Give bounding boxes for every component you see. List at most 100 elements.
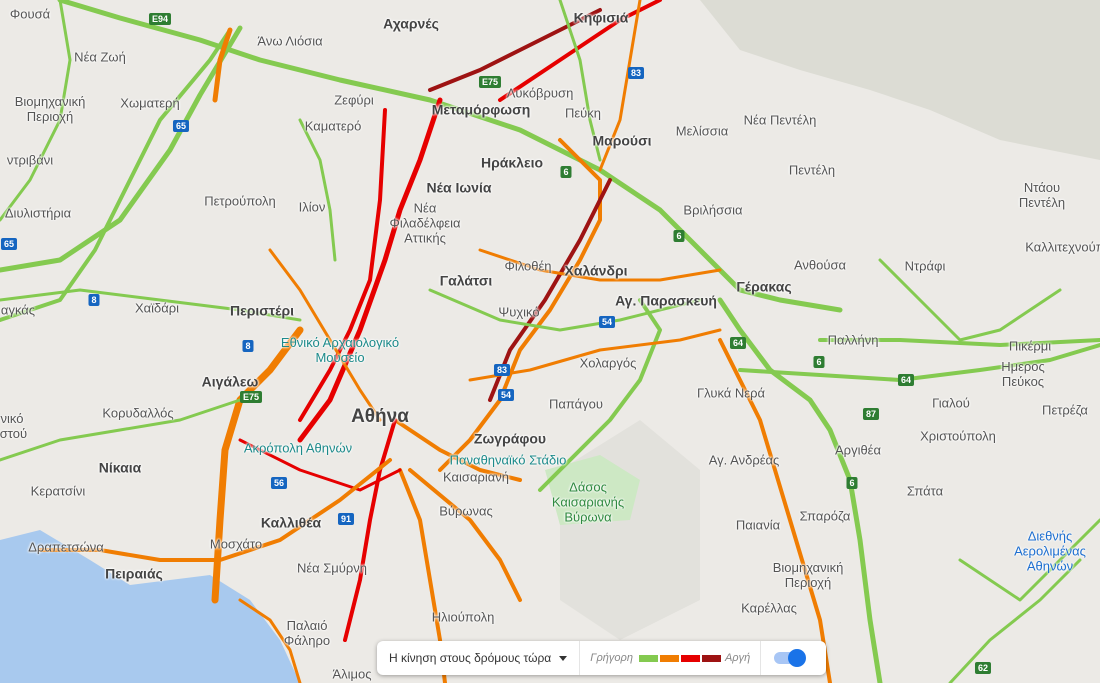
- place-label[interactable]: Άνω Λιόσια: [257, 33, 323, 49]
- place-label[interactable]: Χολαργός: [579, 355, 637, 371]
- place-label[interactable]: Ζεφύρι: [334, 92, 374, 108]
- place-label[interactable]: Κηφισιά: [573, 9, 629, 26]
- place-label[interactable]: Περιστέρι: [230, 302, 294, 319]
- caret-down-icon: [559, 655, 568, 661]
- place-label[interactable]: Μελίσσια: [675, 123, 729, 139]
- road-segment: [0, 0, 72, 222]
- place-label[interactable]: Χριστούπολη: [920, 428, 996, 444]
- place-label[interactable]: Καλλιτεχνούπ: [1025, 239, 1100, 255]
- traffic-toggle[interactable]: [774, 649, 807, 667]
- place-label[interactable]: Παιανία: [735, 517, 781, 533]
- place-label[interactable]: νικόιστού: [0, 411, 28, 441]
- place-label[interactable]: Πετρούπολη: [204, 193, 276, 209]
- place-label[interactable]: Ηράκλειο: [480, 154, 544, 171]
- place-label[interactable]: Αιγάλεω: [201, 373, 259, 390]
- road-segment: [212, 27, 233, 103]
- road-shield: E75: [478, 76, 502, 88]
- place-label[interactable]: Πικέρμι: [1008, 338, 1052, 354]
- place-label[interactable]: Γέρακας: [736, 278, 792, 295]
- place-label[interactable]: Βριλήσσια: [683, 202, 743, 218]
- place-label[interactable]: Ημερος Πεύκος: [1001, 359, 1045, 389]
- place-label[interactable]: Ντάου Πεντέλη: [1018, 180, 1066, 210]
- place-label[interactable]: Γλυκά Νερά: [696, 385, 766, 401]
- place-label[interactable]: Πειραιάς: [105, 565, 163, 582]
- road-segment: [0, 28, 232, 322]
- place-label[interactable]: Χαλάνδρι: [564, 262, 628, 279]
- place-label[interactable]: Δάσος Καισαριανής Βύρωνα: [551, 479, 625, 525]
- road-shield: 64: [897, 374, 915, 386]
- place-label[interactable]: Αχαρνές: [383, 15, 439, 32]
- place-label[interactable]: Βιομηχανική Περιοχή: [772, 560, 844, 590]
- road-shield: 6: [813, 356, 825, 368]
- place-label[interactable]: Ιλίον: [298, 199, 326, 215]
- place-label[interactable]: Μαρούσι: [592, 132, 652, 149]
- place-label[interactable]: Μεταμόρφωση: [431, 101, 531, 118]
- place-label[interactable]: Σπαρόζα: [799, 508, 851, 524]
- place-label[interactable]: Βύρωνας: [439, 503, 493, 519]
- road-segment: [958, 518, 1100, 602]
- place-label[interactable]: Αργιθέα: [835, 442, 881, 458]
- place-label[interactable]: Ανθούσα: [793, 257, 847, 273]
- place-label[interactable]: Χαϊδάρι: [134, 300, 180, 316]
- place-label[interactable]: Γιαλού: [932, 395, 970, 411]
- road-segment: [408, 468, 522, 602]
- place-label[interactable]: Ηλιούπολη: [431, 609, 495, 625]
- place-label[interactable]: Νέα Σμύρνη: [296, 560, 368, 576]
- place-label[interactable]: Καλλιθέα: [260, 514, 322, 531]
- place-label[interactable]: αγκάς: [0, 302, 36, 318]
- road-shield: 8: [242, 340, 254, 352]
- road-segment: [717, 297, 883, 683]
- place-label[interactable]: Καισαριανή: [443, 469, 509, 485]
- road-segment: [0, 25, 243, 273]
- road-segment: [298, 108, 387, 422]
- place-label[interactable]: Φιλοθέη: [504, 258, 552, 274]
- place-label[interactable]: Αθήνα: [351, 406, 409, 427]
- place-label[interactable]: Πεύκη: [564, 105, 602, 121]
- traffic-mode-dropdown[interactable]: Η κίνηση στους δρόμους τώρα: [377, 641, 581, 675]
- place-label[interactable]: Μοσχάτο: [209, 536, 263, 552]
- place-label[interactable]: Καματερό: [304, 118, 362, 134]
- road-shield: E94: [148, 13, 172, 25]
- place-label[interactable]: Ψυχικό: [498, 304, 540, 320]
- place-label[interactable]: Παναθηναϊκό Στάδιο: [449, 452, 567, 468]
- road-shield: 54: [497, 389, 515, 401]
- place-label[interactable]: Νέα Ζωή: [74, 49, 126, 65]
- place-label[interactable]: Διεθνής Αερολιμένας Αθηνών: [1014, 528, 1086, 574]
- swatch-fast: [638, 654, 658, 662]
- place-label[interactable]: Χωματερή: [120, 95, 180, 111]
- place-label[interactable]: Ακρόπολη Αθηνών: [243, 440, 353, 456]
- place-label[interactable]: Κορυδαλλός: [102, 405, 174, 421]
- place-label[interactable]: Βιομηχανική Περιοχή: [14, 94, 86, 124]
- road-shield: 6: [673, 230, 685, 242]
- place-label[interactable]: Νίκαια: [98, 459, 142, 476]
- place-label[interactable]: Παπάγου: [548, 396, 604, 412]
- road-segment: [298, 118, 337, 262]
- sea: [0, 530, 300, 683]
- place-label[interactable]: Αγ. Παρασκευή: [615, 292, 717, 309]
- place-label[interactable]: Καρέλλας: [741, 600, 797, 616]
- place-label[interactable]: Διυλιστήρια: [4, 205, 72, 221]
- road-segment: [238, 598, 302, 683]
- place-label[interactable]: ντριβάνι: [6, 152, 54, 168]
- place-label[interactable]: Παλαιό Φάληρο: [283, 618, 331, 648]
- place-label[interactable]: Φουσά: [9, 6, 51, 22]
- place-label[interactable]: Ζωγράφου: [473, 430, 547, 447]
- place-label[interactable]: Πεντέλη: [788, 162, 836, 178]
- place-label[interactable]: Παλλήνη: [827, 332, 879, 348]
- place-label[interactable]: Γαλάτσι: [439, 272, 493, 289]
- place-label[interactable]: Νέα Ιωνία: [426, 179, 492, 196]
- place-label[interactable]: Κερατσίνι: [30, 483, 86, 499]
- place-label[interactable]: Εθνικό Αρχαιολογικό Μουσείο: [280, 335, 400, 365]
- place-label[interactable]: Σπάτα: [906, 483, 944, 499]
- place-label[interactable]: Λυκόβρυση: [506, 85, 574, 101]
- road-segment: [428, 288, 702, 332]
- place-label[interactable]: Νέα Φιλαδέλφεια Αττικής: [389, 200, 461, 246]
- place-label[interactable]: Άλιμος: [332, 666, 372, 682]
- place-label[interactable]: Δραπετσώνα: [28, 539, 104, 555]
- place-label[interactable]: Πετρέζα: [1042, 402, 1088, 418]
- place-label[interactable]: Αγ. Ανδρέας: [708, 452, 780, 468]
- place-label[interactable]: Ντράφι: [904, 258, 946, 274]
- road-shield: 64: [729, 337, 747, 349]
- place-label[interactable]: Νέα Πεντέλη: [743, 112, 817, 128]
